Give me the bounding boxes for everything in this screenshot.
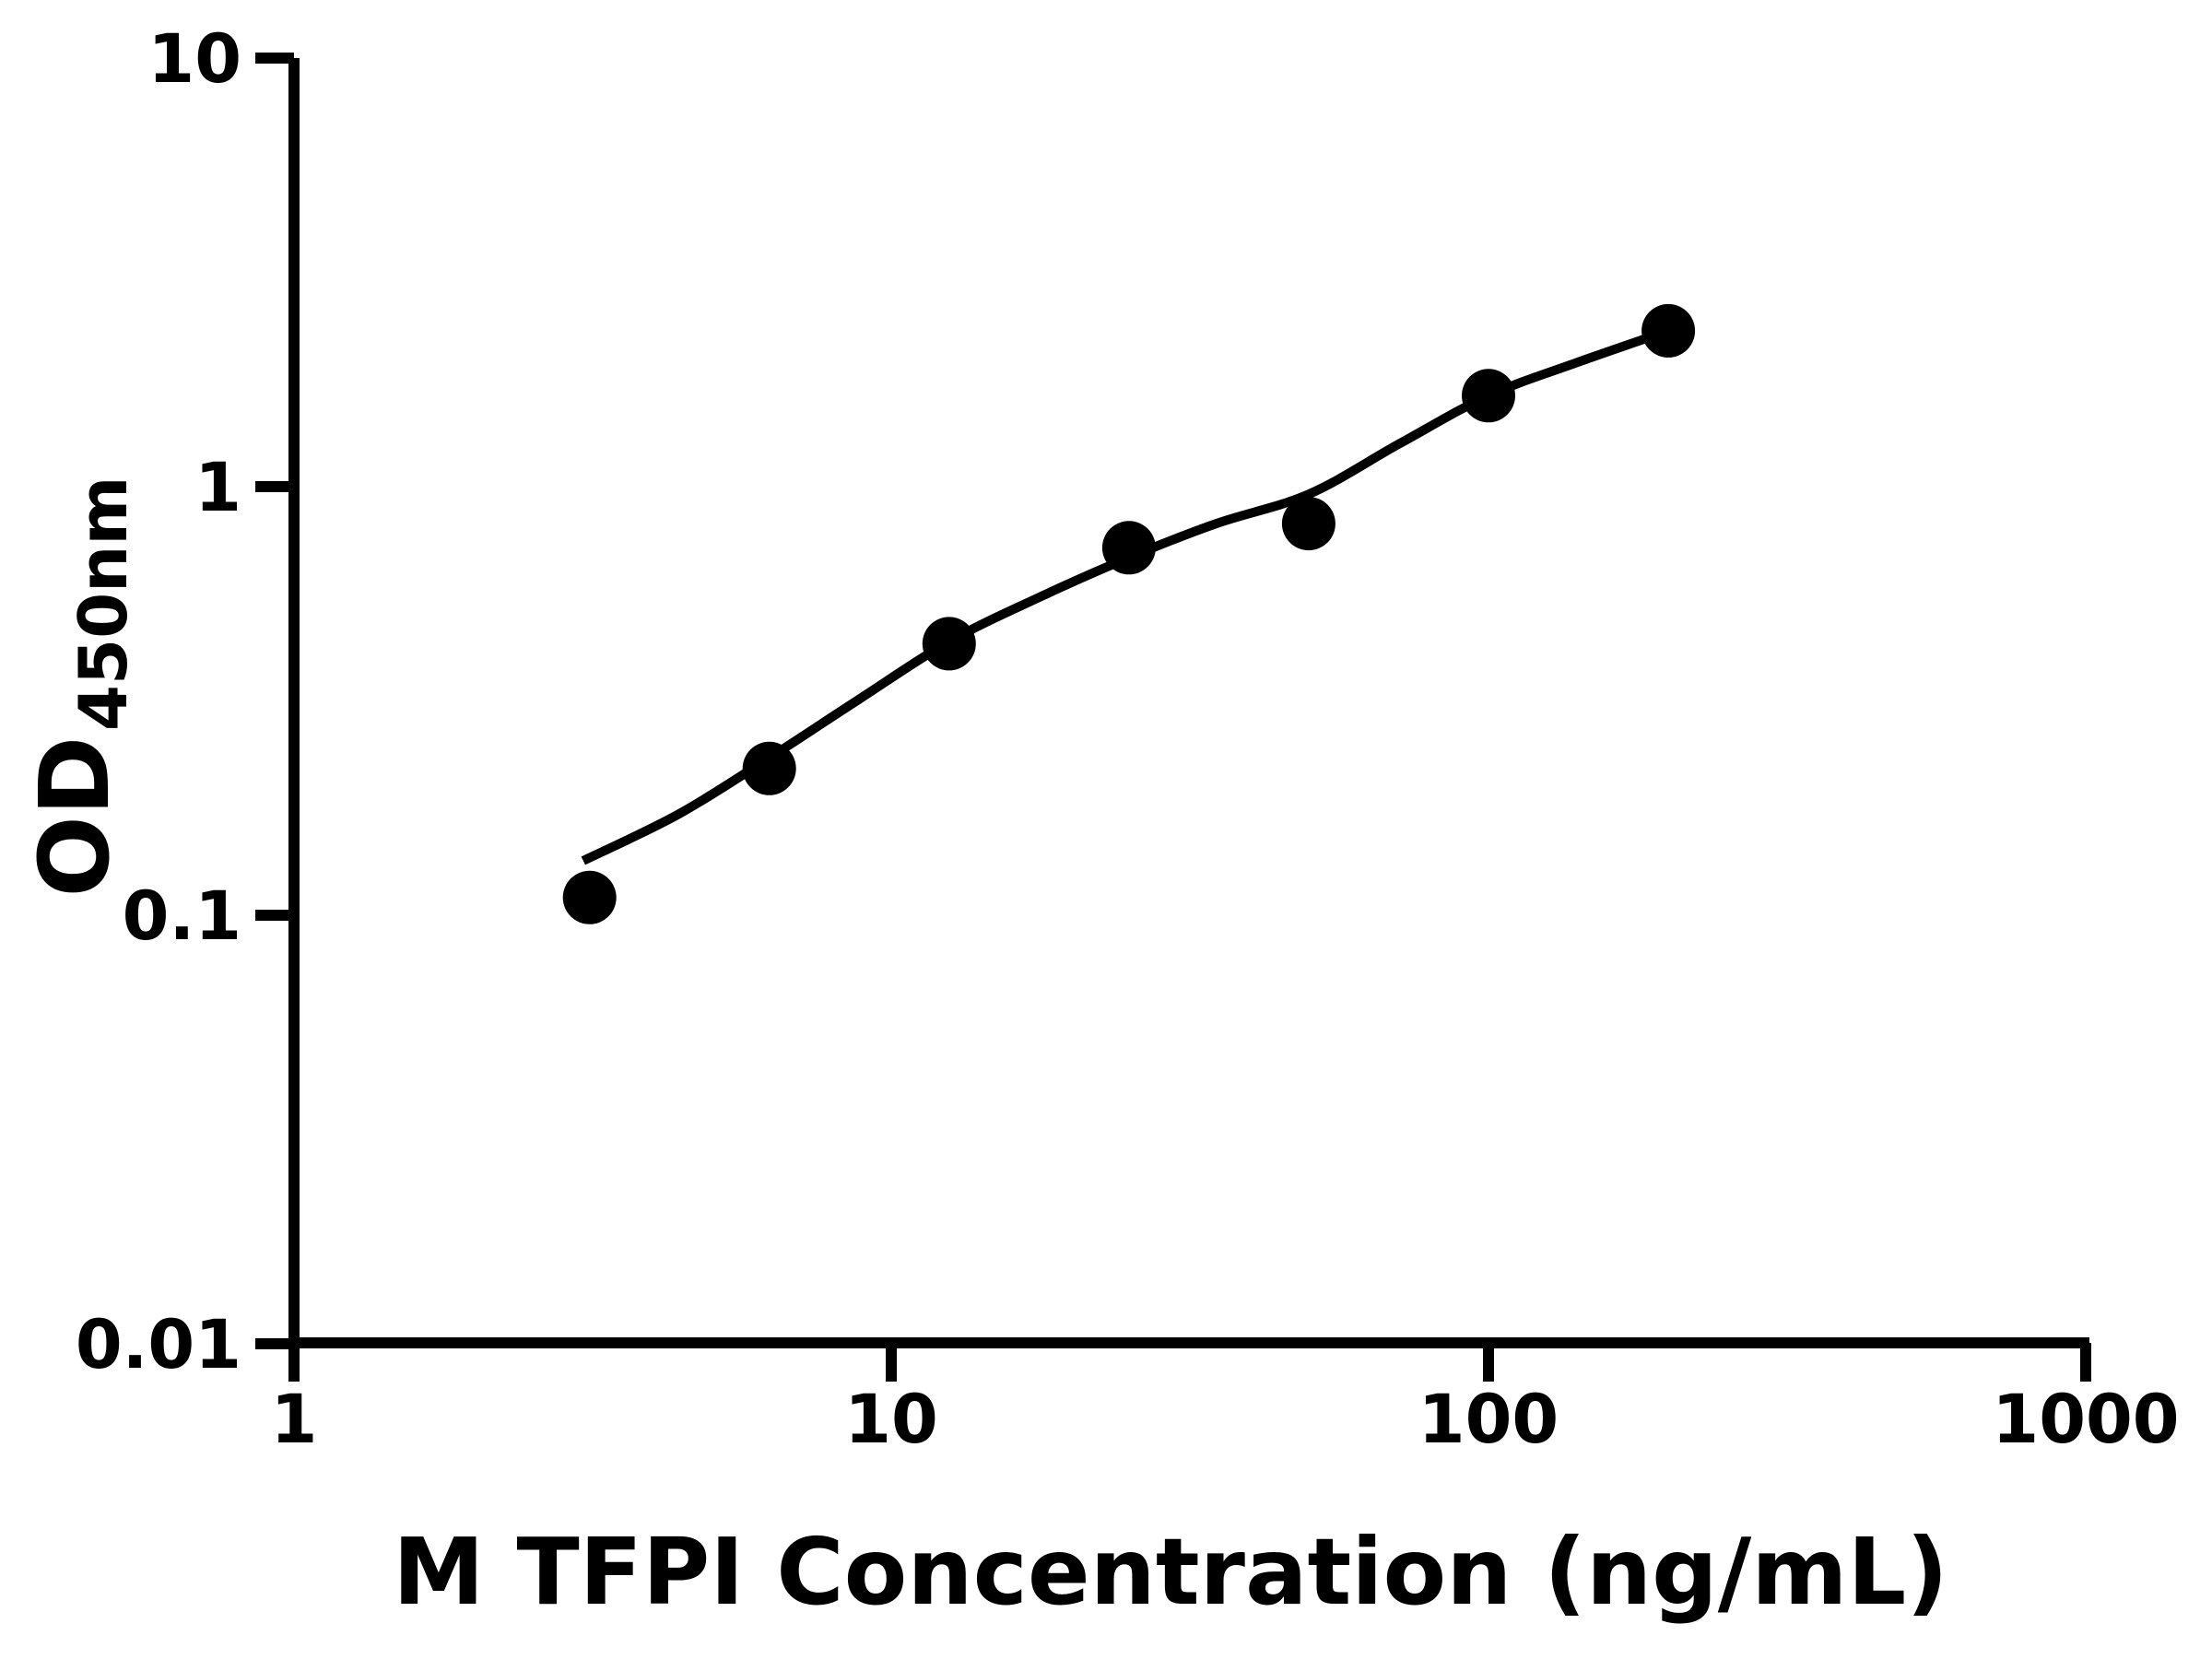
x-axis-title: M TFPI Concentration (ng/mL) <box>393 1518 1948 1626</box>
y-tick-label: 0.1 <box>123 877 241 956</box>
y-axis-ticks: 10 1 0.1 0.01 <box>76 20 294 1384</box>
data-points <box>562 303 1696 924</box>
x-axis-ticks: 1 10 100 1000 <box>271 1343 2180 1459</box>
y-tick-label: 1 <box>194 449 241 527</box>
data-point-marker <box>742 741 796 795</box>
y-tick-label: 0.01 <box>76 1306 241 1384</box>
x-tick-label: 100 <box>1418 1381 1559 1459</box>
y-axis-title-subscript: 450nm <box>65 477 142 732</box>
y-axis-title-main: OD <box>18 736 131 898</box>
y-tick-label: 10 <box>147 20 241 99</box>
x-tick-label: 1000 <box>1992 1381 2179 1459</box>
y-axis-title: OD 450nm <box>18 477 142 898</box>
data-point-marker <box>1101 521 1156 575</box>
data-point-marker <box>1641 303 1696 358</box>
data-point-marker <box>562 870 617 924</box>
x-tick-label: 1 <box>271 1381 318 1459</box>
data-point-marker <box>1462 369 1515 423</box>
x-tick-label: 10 <box>844 1381 938 1459</box>
data-point-marker <box>922 617 976 671</box>
data-point-marker <box>1281 497 1335 551</box>
